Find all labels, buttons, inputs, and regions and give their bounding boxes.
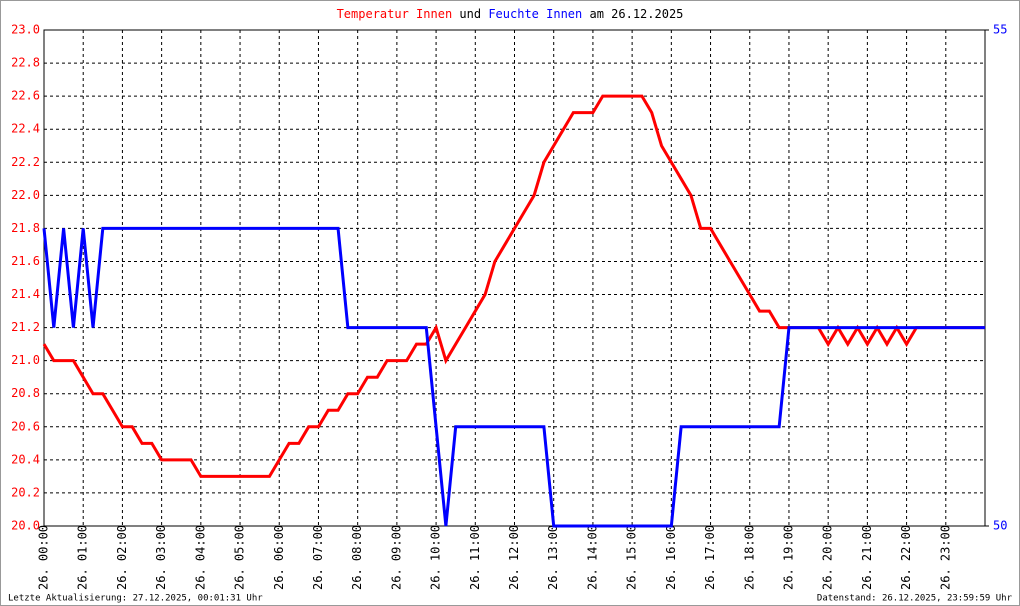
title-series-2: Feuchte Innen: [488, 7, 582, 21]
chart-title: Temperatur Innen und Feuchte Innen am 26…: [337, 7, 684, 21]
x-tick-label: 26. 04:00: [193, 525, 207, 590]
x-tick-label: 26. 05:00: [233, 525, 247, 590]
x-tick-label: 26. 11:00: [468, 525, 482, 590]
x-tick-label: 26. 15:00: [625, 525, 639, 590]
footer-left: Letzte Aktualisierung: 27.12.2025, 00:01…: [8, 594, 263, 604]
series-line: [42, 226, 985, 528]
x-tick-label: 26. 22:00: [899, 525, 913, 590]
y-tick-label: 21.2: [11, 320, 40, 334]
x-tick-label: 26. 16:00: [664, 525, 678, 590]
y-tick-label: 21.0: [11, 353, 40, 367]
x-tick-label: 26. 19:00: [781, 525, 795, 590]
y2-tick-label: 50: [993, 519, 1007, 533]
x-tick-label: 26. 01:00: [76, 525, 90, 590]
x-tick-label: 26. 08:00: [350, 525, 364, 590]
title-series-1: Temperatur Innen: [337, 7, 453, 21]
x-tick-label: 26. 02:00: [115, 525, 129, 590]
x-tick-label: 26. 20:00: [821, 525, 835, 590]
title-join: und: [459, 7, 481, 21]
y-tick-label: 22.2: [11, 155, 40, 169]
title-date: am 26.12.2025: [589, 7, 683, 21]
x-tick-label: 26. 14:00: [585, 525, 599, 590]
x-tick-label: 26. 13:00: [546, 525, 560, 590]
x-tick-label: 26. 12:00: [507, 525, 521, 590]
x-tick-label: 26. 07:00: [311, 525, 325, 590]
x-tick-label: 26. 18:00: [742, 525, 756, 590]
y-tick-label: 21.8: [11, 221, 40, 235]
y-tick-label: 23.0: [11, 23, 40, 37]
y-tick-label: 21.4: [11, 287, 40, 301]
x-tick-label: 26. 06:00: [272, 525, 286, 590]
y-tick-label: 22.6: [11, 89, 40, 103]
y2-tick-label: 55: [993, 23, 1007, 37]
footer-right: Datenstand: 26.12.2025, 23:59:59 Uhr: [817, 594, 1013, 604]
x-tick-label: 26. 17:00: [703, 525, 717, 590]
x-tick-label: 26. 03:00: [154, 525, 168, 590]
x-tick-label: 26. 23:00: [938, 525, 952, 590]
x-tick-label: 26. 09:00: [389, 525, 403, 590]
x-tick-label: 26. 10:00: [429, 525, 443, 590]
y-tick-label: 22.4: [11, 122, 40, 136]
y-tick-label: 20.4: [11, 452, 40, 466]
y-tick-label: 22.8: [11, 56, 40, 70]
y-tick-label: 22.0: [11, 188, 40, 202]
plot-frame: [43, 29, 986, 527]
y-tick-label: 20.2: [11, 485, 40, 499]
series-line: [42, 94, 985, 478]
y-tick-label: 20.0: [11, 519, 40, 533]
y-tick-label: 21.6: [11, 254, 40, 268]
x-tick-label: 26. 21:00: [860, 525, 874, 590]
y-tick-label: 20.6: [11, 419, 40, 433]
y-tick-label: 20.8: [11, 386, 40, 400]
x-tick-label: 26. 00:00: [37, 525, 51, 590]
